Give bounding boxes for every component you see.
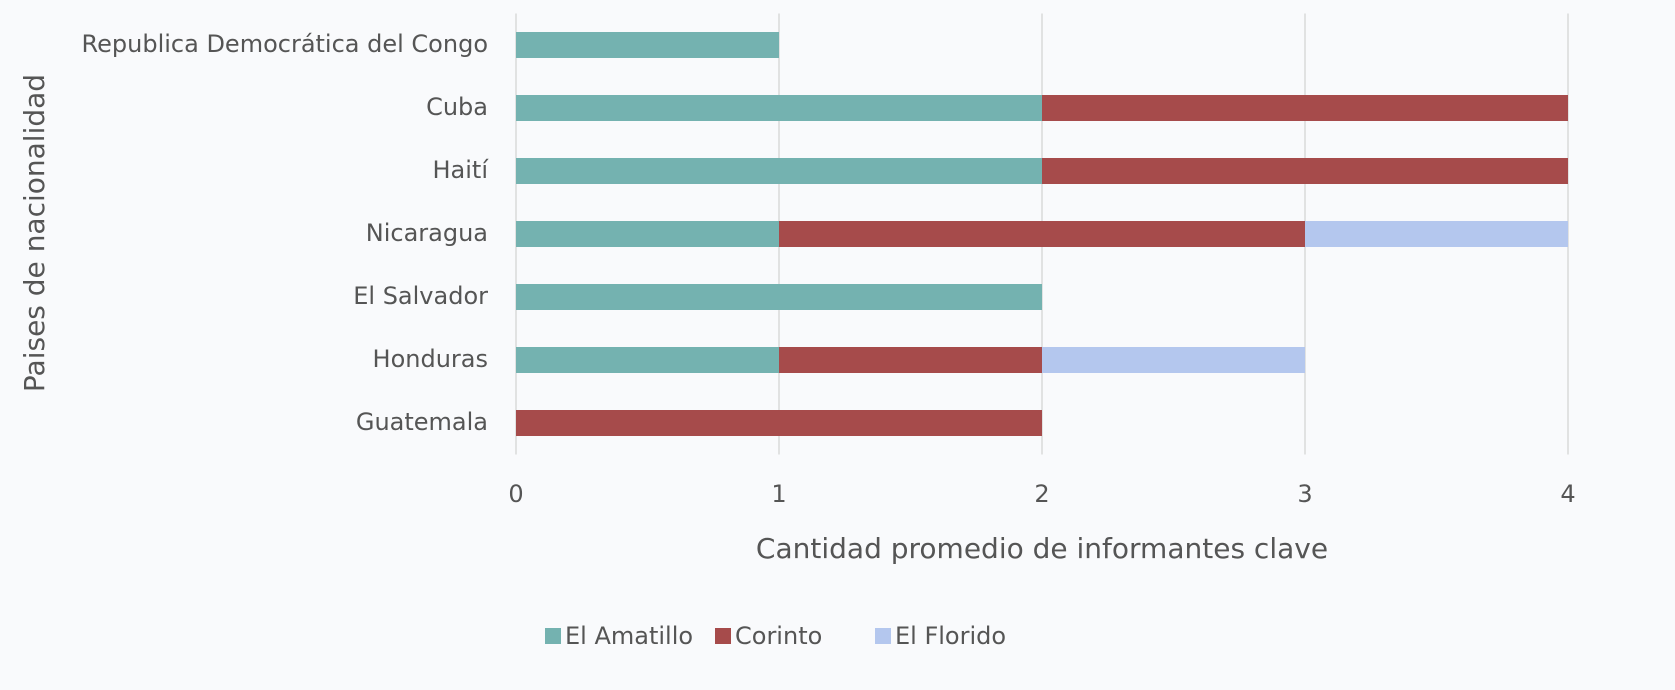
bar bbox=[516, 347, 779, 373]
bar bbox=[516, 95, 1042, 121]
bar bbox=[1042, 95, 1568, 121]
y-tick-label: Nicaragua bbox=[366, 219, 488, 247]
bar bbox=[516, 410, 1042, 436]
x-tick-label: 2 bbox=[1034, 480, 1049, 508]
bar bbox=[516, 221, 779, 247]
x-tick-label: 0 bbox=[508, 480, 523, 508]
y-tick-label: Haití bbox=[433, 156, 490, 184]
y-tick-label: Republica Democrática del Congo bbox=[82, 30, 488, 58]
y-axis-title: Paises de nacionalidad bbox=[18, 74, 51, 392]
bar bbox=[1042, 347, 1305, 373]
bar bbox=[516, 32, 779, 58]
legend-label: El Amatillo bbox=[565, 622, 693, 650]
legend-swatch bbox=[715, 628, 731, 644]
y-tick-label: El Salvador bbox=[353, 282, 488, 310]
x-tick-label: 1 bbox=[771, 480, 786, 508]
legend-label: Corinto bbox=[735, 622, 822, 650]
x-axis-title: Cantidad promedio de informantes clave bbox=[756, 532, 1328, 565]
bar bbox=[1305, 221, 1568, 247]
y-tick-label: Guatemala bbox=[356, 408, 488, 436]
bar bbox=[516, 284, 1042, 310]
bar bbox=[1042, 158, 1568, 184]
legend-swatch bbox=[545, 628, 561, 644]
legend-label: El Florido bbox=[895, 622, 1006, 650]
x-tick-label: 4 bbox=[1560, 480, 1575, 508]
bar bbox=[779, 221, 1305, 247]
y-tick-label: Cuba bbox=[426, 93, 488, 121]
bar bbox=[779, 347, 1042, 373]
bar bbox=[516, 158, 1042, 184]
y-tick-label: Honduras bbox=[373, 345, 488, 373]
legend-swatch bbox=[875, 628, 891, 644]
x-tick-label: 3 bbox=[1297, 480, 1312, 508]
